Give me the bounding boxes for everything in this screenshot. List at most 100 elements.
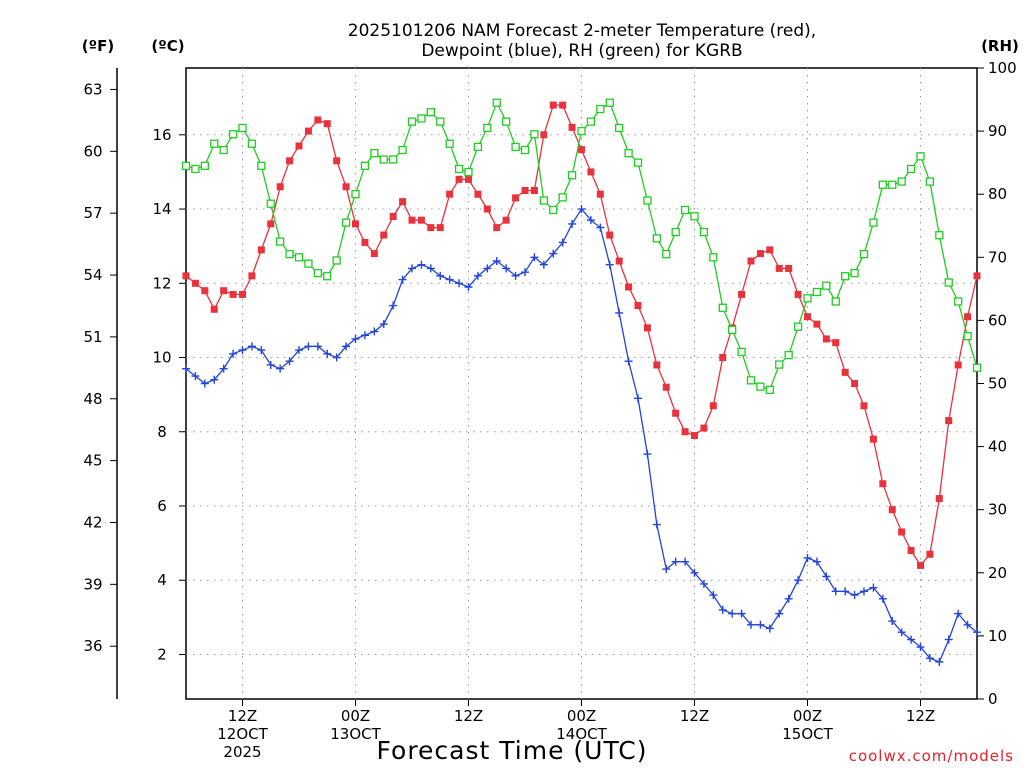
temperature-point	[521, 186, 529, 194]
temperature-point	[182, 272, 190, 280]
dewpoint-point	[521, 268, 529, 277]
fahrenheit-tick-label: 48	[83, 390, 102, 408]
rh-tick-label: 100	[988, 59, 1017, 77]
temperature-point	[578, 146, 585, 154]
fahrenheit-tick-label: 51	[83, 328, 102, 346]
dewpoint-series	[182, 205, 981, 666]
rh-point	[586, 117, 596, 126]
temperature-point	[239, 290, 246, 298]
temperature-point	[380, 231, 388, 239]
temperature-point	[191, 279, 199, 287]
rh-point	[370, 149, 379, 158]
celsius-tick-label: 10	[152, 349, 171, 367]
rh-point	[633, 158, 643, 167]
celsius-tick-label: 4	[157, 571, 167, 589]
rh-point	[511, 142, 520, 152]
temperature-point	[220, 287, 228, 295]
dewpoint-point	[398, 275, 407, 284]
rh-point	[549, 205, 558, 215]
dewpoint-point	[445, 275, 454, 284]
rh-tick-label: 0	[988, 690, 998, 708]
dewpoint-point	[699, 579, 708, 588]
temperature-point	[210, 305, 218, 313]
fahrenheit-tick-label: 60	[83, 142, 102, 160]
dewpoint-point	[954, 609, 963, 618]
dewpoint-point	[473, 271, 482, 280]
rh-point	[247, 139, 257, 148]
dewpoint-point	[973, 628, 981, 637]
dewpoint-point	[389, 301, 398, 310]
rh-point	[728, 325, 737, 335]
fahrenheit-tick-label: 39	[83, 575, 102, 593]
dewpoint-point	[681, 557, 690, 566]
x-tick-label: 13OCT	[330, 725, 381, 743]
dewpoint-point	[219, 364, 228, 373]
rh-point	[191, 164, 200, 174]
data-series	[181, 98, 982, 666]
chart-title-line-2: Dewpoint (blue), RH (green) for KGRB	[421, 41, 742, 61]
dewpoint-point	[276, 364, 285, 373]
dewpoint-point	[455, 279, 464, 288]
temperature-point	[568, 123, 576, 131]
fahrenheit-tick-label: 63	[83, 80, 102, 98]
temperature-point	[756, 250, 764, 258]
dewpoint-point	[869, 583, 878, 592]
dewpoint-point	[238, 346, 247, 355]
dewpoint-point	[803, 553, 812, 562]
temperature-point	[333, 157, 341, 165]
rh-point	[596, 104, 605, 114]
rh-point	[746, 376, 756, 385]
dewpoint-point	[662, 565, 671, 574]
rh-point	[577, 126, 586, 136]
dewpoint-point	[897, 628, 906, 637]
rh-point	[389, 155, 398, 164]
rh-point	[266, 199, 275, 208]
dewpoint-point	[916, 643, 925, 652]
dewpoint-point	[935, 657, 944, 666]
temperature-point	[747, 257, 755, 265]
dewpoint-point	[182, 364, 190, 373]
rh-point	[624, 149, 633, 158]
celsius-tick-label: 6	[157, 497, 167, 515]
dewpoint-point	[295, 346, 303, 355]
dewpoint-point	[775, 609, 784, 618]
dewpoint-point	[285, 357, 294, 366]
celsius-tick-label: 16	[152, 126, 171, 144]
rh-series	[181, 98, 982, 394]
rh-point	[276, 237, 285, 246]
dewpoint-point	[408, 264, 416, 273]
rh-point	[445, 139, 454, 148]
dewpoint-point	[549, 249, 558, 258]
dewpoint-point	[313, 342, 322, 351]
rh-point	[897, 177, 906, 186]
temperature-point	[832, 339, 840, 347]
temperature-point	[879, 480, 887, 488]
temperature-point	[973, 272, 981, 280]
temperature-point	[295, 142, 303, 150]
temperature-point	[352, 220, 359, 228]
dewpoint-point	[888, 617, 897, 626]
rh-point	[709, 253, 718, 262]
dewpoint-point	[483, 264, 492, 273]
temperature-point	[615, 257, 623, 265]
temperature-point	[389, 212, 397, 220]
rh-point	[426, 108, 435, 117]
rh-point	[313, 268, 322, 278]
dewpoint-point	[812, 557, 821, 566]
rh-point	[793, 322, 803, 331]
dewpoint-point	[511, 271, 520, 280]
rh-point	[483, 123, 492, 133]
dewpoint-point	[878, 594, 887, 603]
rh-point	[869, 218, 878, 227]
temperature-point	[794, 290, 802, 298]
dewpoint-point	[850, 591, 859, 600]
x-tick-label: 12Z	[680, 707, 709, 725]
chart-title-line-1: 2025101206 NAM Forecast 2-meter Temperat…	[348, 21, 816, 41]
dewpoint-point	[728, 609, 737, 618]
dewpoint-point	[860, 587, 868, 596]
temperature-point	[408, 216, 416, 224]
rh-tick-label: 80	[988, 185, 1007, 203]
dewpoint-point	[624, 357, 633, 366]
rh-tick-label: 90	[988, 122, 1007, 140]
